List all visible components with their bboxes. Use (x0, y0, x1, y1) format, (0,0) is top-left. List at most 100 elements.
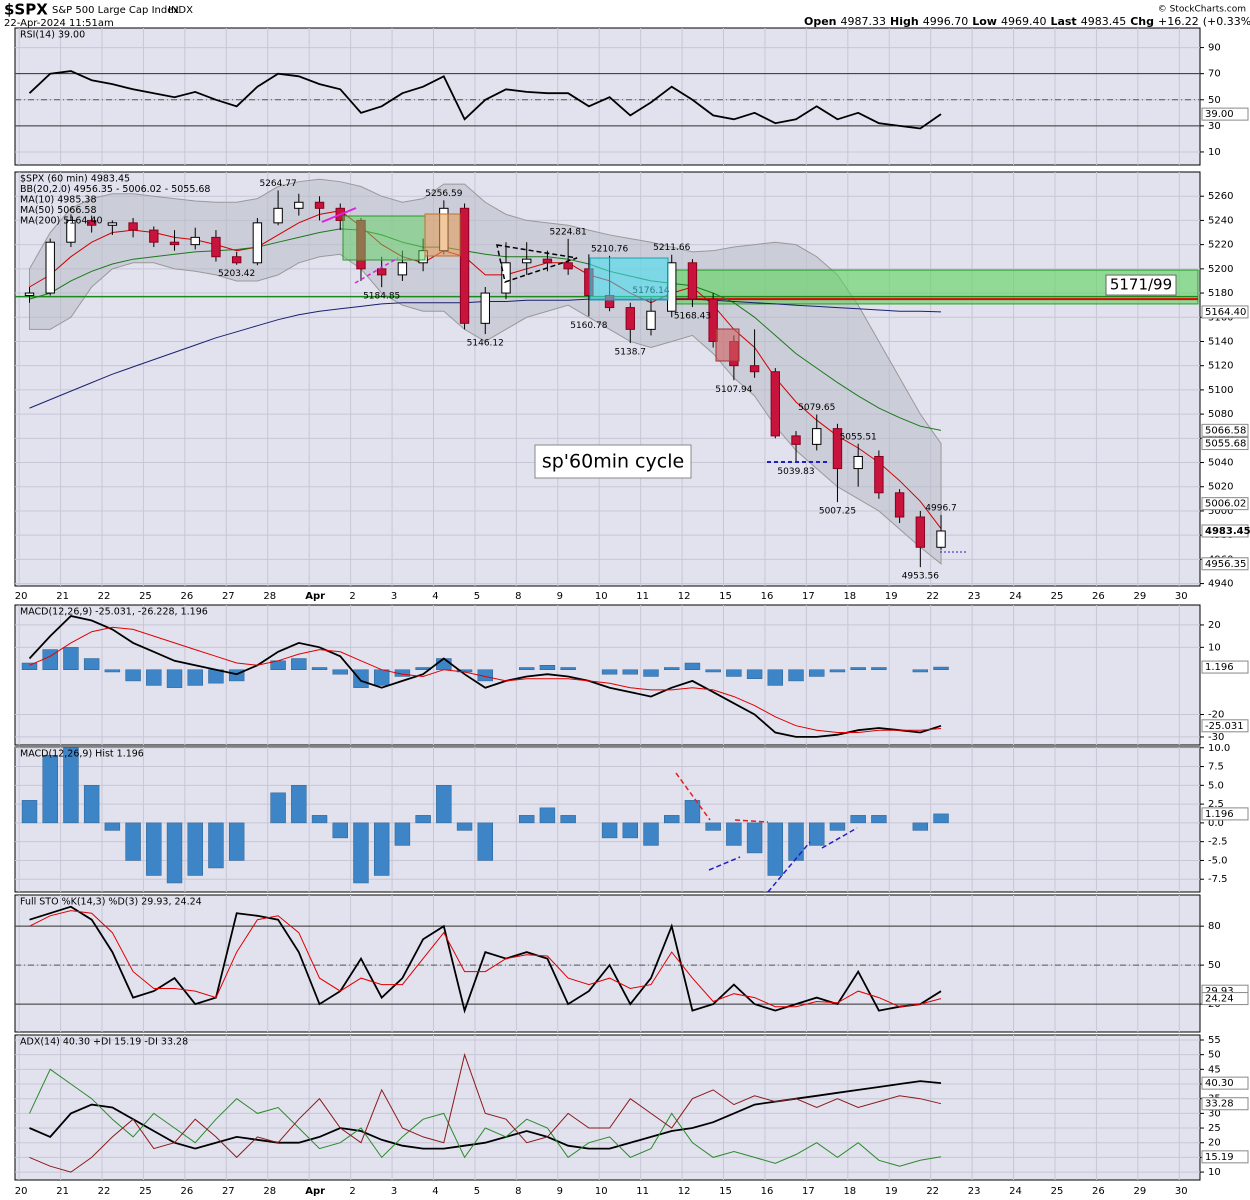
value-tag-label: 1.196 (1205, 809, 1234, 820)
histogram-bar (125, 669, 141, 682)
candle-body (107, 222, 118, 226)
value-tag (1201, 437, 1249, 451)
histogram-bar (291, 785, 307, 824)
histogram-bar (373, 822, 390, 876)
candle-body (86, 219, 97, 226)
annotation: sp'60min cycle (542, 451, 684, 473)
x-tick-label: 11 (636, 1186, 649, 1197)
x-tick-label: 26 (181, 591, 194, 602)
panel (14, 1034, 1201, 1181)
quote-label: Low (972, 15, 997, 28)
x-tick-label: 16 (761, 591, 774, 602)
histogram-bar (767, 822, 784, 876)
divergence-line (821, 827, 858, 849)
value-tag (1201, 557, 1249, 571)
y-tick-label: -7.5 (1208, 874, 1228, 885)
histogram-bar (83, 785, 100, 824)
legend-entry: MA(10) 4985.38 (20, 195, 97, 206)
histogram-bar (726, 822, 742, 846)
x-tick-label: 9 (557, 1186, 563, 1197)
highlight-box (342, 215, 426, 261)
histogram-bar (104, 822, 121, 831)
histogram-bar (332, 822, 348, 839)
value-tag-label: -25.031 (1205, 721, 1244, 732)
histogram-bar (933, 813, 949, 824)
price-label: 5079.65 (798, 403, 835, 413)
histogram-bar (187, 669, 203, 686)
x-tick-label: 27 (222, 1186, 235, 1197)
candle-body (231, 256, 242, 264)
price-label: 5146.12 (467, 339, 504, 349)
legend-entry: $SPX (60 min) 4983.45 (20, 174, 130, 185)
histogram-bar (788, 822, 804, 861)
x-tick-label: 29 (1133, 591, 1146, 602)
x-tick-label: 28 (263, 591, 276, 602)
y-tick-label: 5040 (1208, 458, 1233, 469)
y-tick-label: 5180 (1208, 288, 1233, 299)
x-tick-label: 24 (1009, 1186, 1022, 1197)
histogram-bar (166, 822, 183, 884)
y-tick-label: 7.5 (1208, 762, 1224, 773)
x-tick-label: 17 (802, 1186, 815, 1197)
y-tick-label: 0.0 (1208, 818, 1224, 829)
value-tag-label: 5164.40 (1205, 307, 1246, 318)
x-tick-label: 3 (391, 1186, 397, 1197)
histogram-bar (746, 822, 763, 854)
histogram-bar (518, 667, 535, 670)
histogram-bar (436, 785, 452, 824)
y-tick-label: 5260 (1208, 191, 1233, 202)
price-label: 5203.42 (218, 269, 255, 279)
trend-line (321, 207, 357, 223)
x-tick-label: 22 (926, 591, 939, 602)
histogram-bar (104, 669, 121, 673)
histogram-bar (456, 822, 473, 831)
histogram-bar (850, 815, 866, 824)
y-tick-label: 50 (1208, 95, 1221, 106)
histogram-bar (684, 662, 701, 670)
x-tick-label: 22 (926, 1186, 939, 1197)
value-tag-label: 1.196 (1205, 662, 1234, 673)
candle-body (625, 307, 635, 330)
x-tick-label: 24 (1009, 591, 1022, 602)
x-tick-label: 10 (595, 1186, 608, 1197)
y-tick-label: 20 (1208, 620, 1221, 631)
x-tick-label: 25 (139, 591, 152, 602)
exchange: INDX (168, 5, 193, 16)
candle-body (294, 201, 304, 209)
x-tick-label: 10 (595, 591, 608, 602)
histogram-bar (21, 662, 38, 670)
x-tick-label: 23 (968, 591, 981, 602)
value-tag-label: 24.24 (1205, 994, 1234, 1005)
y-tick-label: 5220 (1208, 240, 1233, 251)
histogram-bar (643, 822, 659, 846)
x-tick-label: 15 (719, 591, 732, 602)
quote-value: 4969.40 (1001, 15, 1047, 28)
histogram-bar (933, 666, 949, 670)
y-tick-label: 4940 (1208, 579, 1233, 590)
candle-body (687, 262, 698, 300)
price-label: 5138.7 (615, 348, 647, 358)
y-tick-label: 10 (1208, 1167, 1221, 1178)
price-label: 5256.59 (425, 189, 462, 199)
histogram-bar (622, 822, 638, 839)
highlight-box (589, 257, 669, 301)
x-tick-label: 18 (843, 591, 856, 602)
x-tick-label: 25 (1051, 1186, 1064, 1197)
y-tick-label: 70 (1208, 69, 1221, 80)
histogram-bar (125, 822, 141, 861)
histogram-bar (539, 807, 556, 824)
y-tick-label: 5000 (1208, 506, 1233, 517)
macd-line (28, 615, 942, 738)
candle-body (936, 530, 946, 548)
x-tick-label: 18 (843, 1186, 856, 1197)
x-tick-label: 9 (557, 591, 563, 602)
histogram-bar (373, 669, 390, 686)
x-tick-label: 25 (139, 1186, 152, 1197)
histogram-bar (518, 815, 535, 824)
histogram-bar (415, 815, 431, 824)
zone-label: 5171/99 (1110, 276, 1172, 294)
value-tag (1201, 660, 1249, 674)
indicator-line (29, 1052, 942, 1173)
value-tag-label: 33.28 (1205, 1099, 1234, 1110)
indicator-line (29, 1068, 942, 1167)
